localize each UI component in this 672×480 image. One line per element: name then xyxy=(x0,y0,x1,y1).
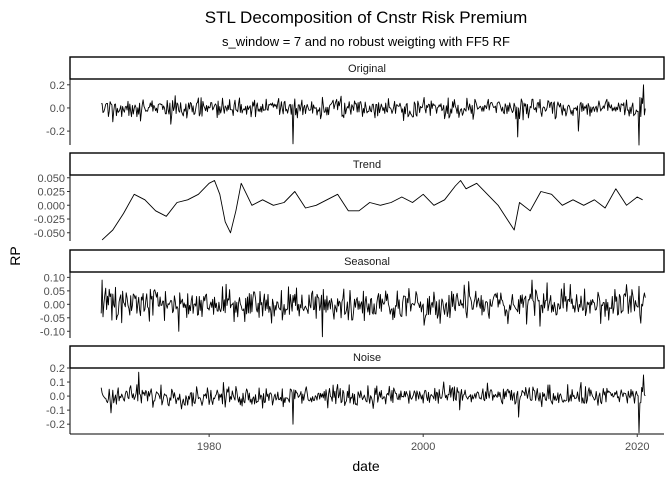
series-line-original xyxy=(101,84,646,146)
series-line-seasonal xyxy=(100,279,646,338)
y-tick-label: 0.05 xyxy=(44,286,65,298)
x-tick-label: 1980 xyxy=(197,441,221,453)
y-axis-label: RP xyxy=(7,246,23,265)
x-axis-label: date xyxy=(352,458,379,474)
y-tick-label: -0.1 xyxy=(46,405,65,417)
y-tick-label: -0.2 xyxy=(46,126,65,138)
panel-noise: Noise 0.2 0.1 0.0 -0.1 -0.2 xyxy=(46,345,665,434)
series-line-trend xyxy=(101,180,643,241)
chart-title: STL Decomposition of Cnstr Risk Premium xyxy=(205,8,527,27)
y-tick-label: -0.025 xyxy=(34,214,65,226)
y-tick-label: 0.0 xyxy=(50,391,65,403)
y-tick-label: -0.2 xyxy=(46,419,65,431)
chart-subtitle: s_window = 7 and no robust weigting with… xyxy=(222,34,510,49)
panel-strip xyxy=(69,152,665,176)
y-tick-label: 0.025 xyxy=(37,187,65,199)
y-tick-label: 0.0 xyxy=(50,103,65,115)
panel-strip-label: Seasonal xyxy=(344,256,390,268)
panel-strip-label: Original xyxy=(348,63,386,75)
panel-strip-label: Trend xyxy=(353,159,381,171)
y-tick-label: 0.10 xyxy=(44,272,65,284)
panel-original: Original 0.2 0.0 -0.2 xyxy=(46,56,665,146)
y-tick-label: -0.05 xyxy=(40,313,65,325)
x-tick-label: 2000 xyxy=(411,441,435,453)
y-tick-label: 0.1 xyxy=(50,377,65,389)
y-tick-label: 0.2 xyxy=(50,80,65,92)
panel-strip xyxy=(69,56,665,80)
y-tick-label: 0.00 xyxy=(44,299,65,311)
y-tick-label: 0.2 xyxy=(50,363,65,375)
x-tick-label: 2020 xyxy=(625,441,649,453)
x-axis: 1980 2000 2020 xyxy=(70,433,664,453)
y-tick-label: -0.050 xyxy=(34,228,65,240)
y-tick-label: 0.050 xyxy=(37,173,65,185)
y-tick-label: 0.000 xyxy=(37,200,65,212)
panel-strip xyxy=(69,249,665,273)
series-line-noise xyxy=(100,371,646,434)
panel-strip xyxy=(69,345,665,369)
panel-seasonal: Seasonal 0.10 0.050.00 -0.05-0.10 xyxy=(40,249,665,338)
y-tick-label: -0.10 xyxy=(40,326,65,338)
panel-strip-label: Noise xyxy=(353,352,381,364)
